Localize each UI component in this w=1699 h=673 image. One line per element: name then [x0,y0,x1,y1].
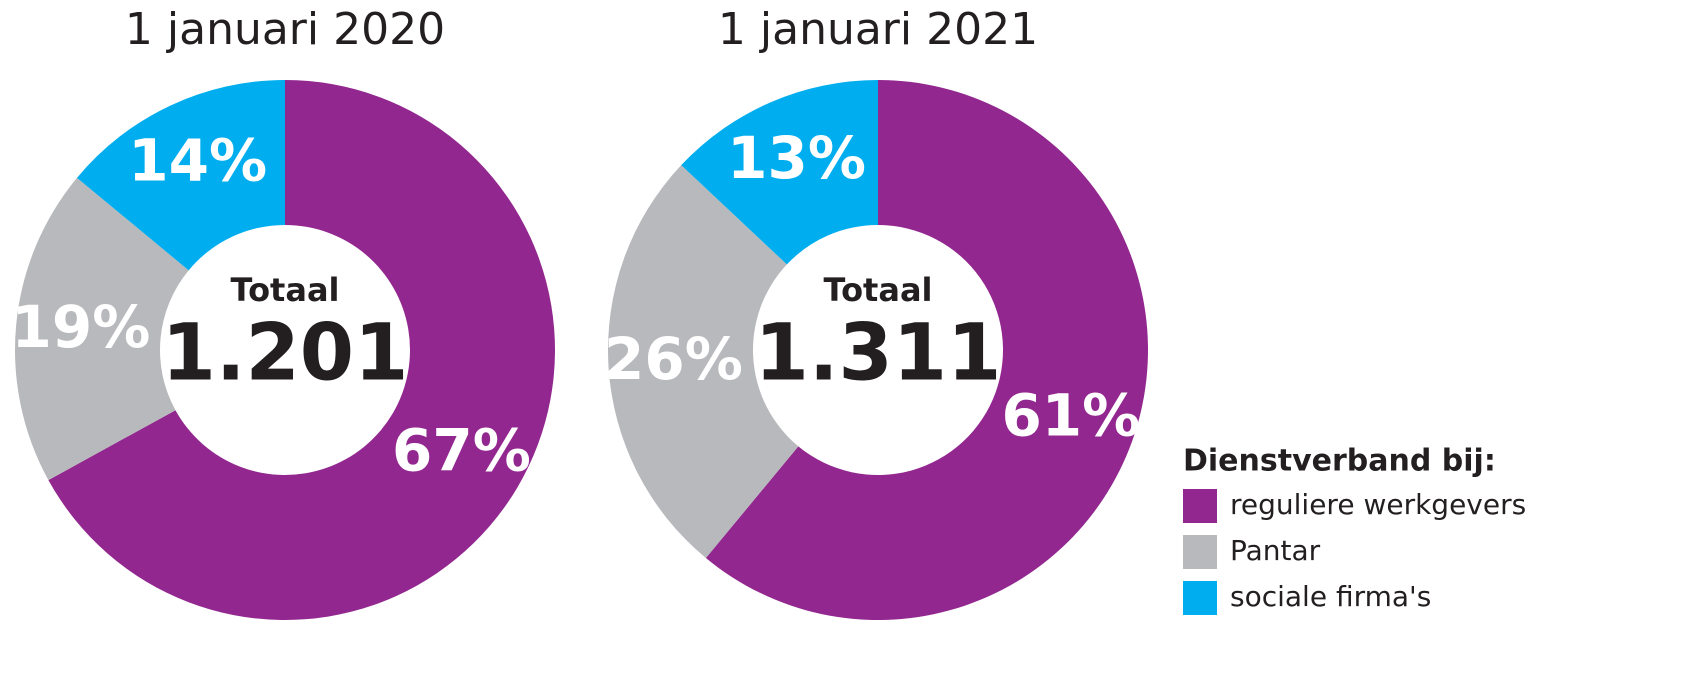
value-label: 13% [727,124,866,192]
legend-label: sociale firma's [1230,580,1431,613]
legend-label: reguliere werkgevers [1230,488,1526,521]
donut-slice [15,177,189,481]
legend-swatch [1183,489,1217,523]
chart-title: 1 januari 2020 [125,4,445,55]
center-title: Totaal [230,271,339,309]
legend-swatch [1183,535,1217,569]
chart-title: 1 januari 2021 [718,4,1038,55]
value-label: 26% [604,325,743,393]
donut-slice [705,80,1148,620]
center-value: 1.201 [162,308,409,398]
value-label: 67% [392,416,531,484]
legend-swatch [1183,581,1217,615]
value-label: 61% [1001,382,1140,450]
donut-slice [681,80,878,265]
value-label: 14% [128,127,267,195]
legend-label: Pantar [1230,534,1321,567]
value-label: 19% [11,293,150,361]
center-value: 1.311 [755,308,1002,398]
legend-title: Dienstverband bij: [1183,444,1496,479]
donut-slice [48,80,556,620]
center-title: Totaal [823,271,932,309]
donut-slice [607,165,799,559]
donut-slice [76,80,285,271]
